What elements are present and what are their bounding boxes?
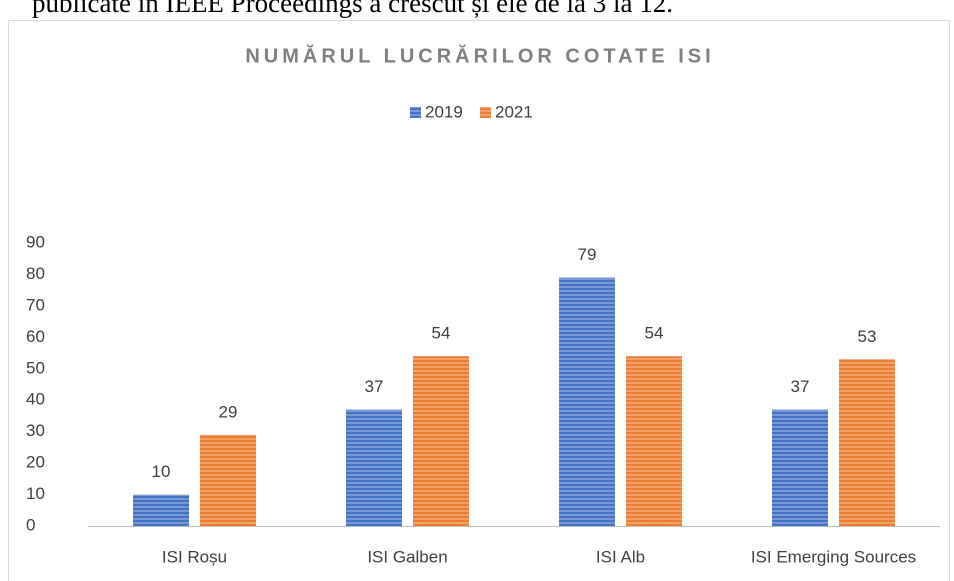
y-tick-label: 60: [26, 327, 45, 346]
x-tick-label: ISI Emerging Sources: [751, 547, 916, 566]
paragraph-text: publicate în IEEE Proceedings a crescut …: [32, 0, 673, 18]
y-tick-label: 80: [26, 264, 45, 283]
data-label: 10: [152, 462, 171, 481]
y-tick-label: 0: [26, 515, 35, 534]
bar: [559, 277, 615, 526]
bar: [133, 494, 189, 526]
bar: [839, 359, 895, 526]
data-label: 54: [432, 324, 451, 343]
data-label: 54: [645, 324, 664, 343]
y-tick-label: 30: [26, 421, 45, 440]
legend-label: 2019: [425, 102, 463, 121]
chart-title: NUMĂRUL LUCRĂRILOR COTATE ISI: [245, 44, 714, 67]
data-label: 53: [858, 327, 877, 346]
bar: [346, 409, 402, 526]
y-tick-label: 40: [26, 390, 45, 409]
bar: [200, 434, 256, 526]
legend-label: 2021: [495, 102, 533, 121]
x-tick-label: ISI Alb: [596, 547, 645, 566]
bar: [626, 356, 682, 526]
data-label: 37: [791, 377, 810, 396]
legend-swatch: [480, 107, 491, 118]
data-label: 29: [219, 402, 238, 421]
y-tick-label: 10: [26, 484, 45, 503]
legend-swatch: [410, 107, 421, 118]
y-tick-label: 70: [26, 295, 45, 314]
x-tick-label: ISI Galben: [367, 547, 447, 566]
y-tick-label: 20: [26, 453, 45, 472]
data-label: 37: [365, 377, 384, 396]
data-label: 79: [578, 245, 597, 264]
bar: [413, 356, 469, 526]
y-tick-label: 50: [26, 358, 45, 377]
x-tick-label: ISI Roșu: [162, 547, 227, 566]
y-tick-label: 90: [26, 232, 45, 251]
bar: [772, 409, 828, 526]
